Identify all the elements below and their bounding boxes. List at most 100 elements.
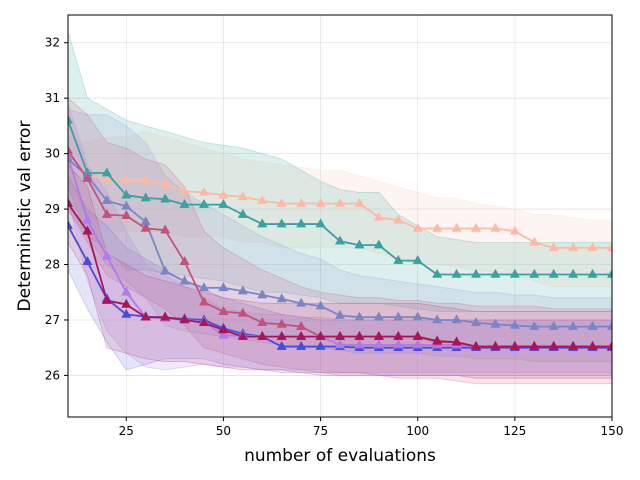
series-slate-blue-point [568,321,579,330]
series-crimson-point [412,330,423,340]
series-peach-point [568,242,579,252]
y-tick-label: 27 [45,313,60,327]
series-teal-point [101,167,112,177]
series-crimson-point [587,340,598,350]
series-peach-point [257,195,268,205]
y-axis-label: Deterministic val error [15,121,35,312]
series-teal-point [237,209,248,218]
series-teal-point [548,268,559,278]
series-teal-point [68,114,74,124]
series-teal-point [257,218,268,228]
x-axis-label: number of evaluations [244,446,436,466]
series-rose-point [68,145,74,155]
series-violet-point [218,329,229,339]
series-peach-point [490,222,501,232]
series-peach-point [470,222,482,232]
y-tick-label: 28 [45,258,60,272]
grid [68,15,613,417]
series-blue-point [68,220,74,230]
series-peach-point [276,197,287,207]
series-teal-point [121,189,132,199]
series-violet-point [354,339,365,349]
y-tick-label: 29 [45,202,60,216]
series-rose-point [179,256,190,266]
series-slate-blue-point [237,285,248,295]
series-crimson-point [140,311,151,321]
series-slate-blue-point [354,311,365,321]
series-teal-point [451,268,462,278]
series-blue-point [82,256,93,266]
series-peach-point [218,189,229,199]
series-crimson-point [198,317,210,327]
series-crimson-point [68,197,74,207]
series-teal-point [587,268,598,278]
series-crimson-point [568,340,579,350]
series-peach-point [354,197,365,207]
series-blue-point [121,308,132,318]
series-slate-blue-point [373,311,384,321]
series-rose-point [237,307,248,317]
series-rose-point [82,172,93,182]
series-rose-point [198,296,210,306]
series-teal-point [412,255,423,264]
series-slate-blue-point [334,309,346,319]
series-teal-point [315,218,326,228]
series-crimson-point [237,330,248,340]
series-crimson-point [548,340,559,350]
series-peach-point [140,174,151,184]
series-peach-point [198,186,210,196]
series-peach-point [237,191,248,201]
series-teal-point [606,268,612,278]
series-crimson-point [101,294,112,304]
series-teal-point [568,268,579,278]
series-slate-blue-point [315,300,326,310]
series-teal-point [490,268,501,278]
series-peach-point [373,211,384,221]
series-peach-point [334,197,346,207]
series-teal-point [276,218,287,228]
series-crimson-point [606,340,612,350]
series-violet-point [82,214,93,224]
series-rose-point [296,321,307,330]
series-peach-point [548,242,559,252]
series-crimson-point [451,336,462,346]
series-teal-point [373,239,384,249]
series-crimson-point [315,330,326,340]
x-tick-label: 50 [216,424,231,438]
series-slate-blue-point [276,293,287,303]
series-rose-point [160,224,171,234]
series-slate-blue-point [529,321,540,330]
x-tick-label: 125 [503,424,526,438]
series-teal-point [470,268,482,278]
series-crimson-point [393,330,404,340]
series-peach-point [160,178,171,188]
series-violet-point [121,286,132,296]
series-slate-blue-point [606,321,612,330]
y-tick-label: 30 [45,147,60,161]
series-teal-point [354,239,365,249]
series-violet-point [412,339,423,349]
series-slate-blue-point [101,195,112,205]
series-slate-blue-point [160,265,171,275]
series-peach-point [451,222,462,232]
y-tick-label: 26 [45,368,60,382]
series-slate-blue-point [179,275,190,285]
series-teal-point [140,192,151,202]
series-slate-blue-point [198,282,210,292]
series-teal-point [509,268,520,278]
series-peach-point [606,242,612,252]
x-tick-label: 150 [601,424,624,438]
series-blue-point [315,340,326,350]
series-crimson-point [179,314,190,324]
series-peach-band [68,131,612,288]
series-crimson-point [354,330,365,340]
series-crimson-point [529,340,540,350]
series-peach-point [509,225,520,235]
series-markers [68,114,612,351]
axis-ticks: 25 50 75 100 125 150 26 27 28 29 30 31 32 [45,36,624,438]
series-rose-point [218,306,229,315]
series-peach-point [529,236,540,246]
series-rose-point [121,210,132,220]
series-violet-point [334,339,346,349]
